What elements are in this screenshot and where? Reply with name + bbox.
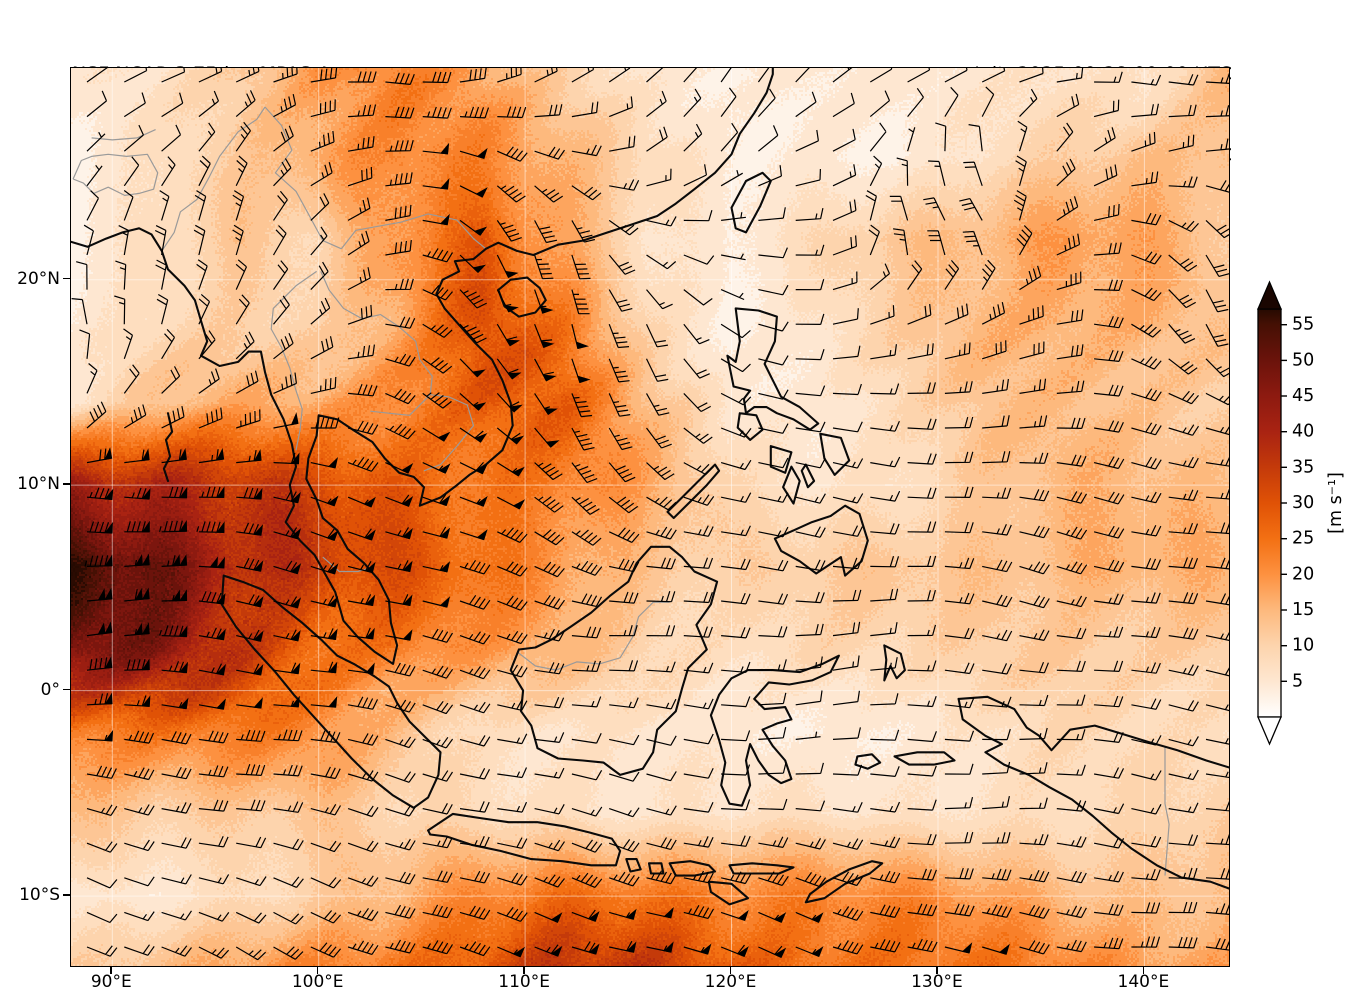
x-tick-mark [110,966,113,974]
border-bhutan-nepal [91,129,156,141]
x-tick-mark [523,966,525,974]
colorbar-tick-label: 40 [1292,422,1314,442]
colorbar-arrow-under [1257,716,1282,746]
colorbar-tick-label: 55 [1292,315,1314,335]
colorbar-tick-label: 20 [1292,564,1314,584]
coastlines [71,68,1229,906]
y-tick-label: 0° [40,679,60,700]
colorbar-tick-label: 10 [1292,636,1314,656]
border-vietnam-cambodia [423,394,475,472]
y-tick-mark [63,688,70,691]
colorbar-tick-label: 15 [1292,600,1314,620]
coastline-sulawesi [709,654,840,807]
x-tick-mark [936,966,938,974]
x-tick-label: 90°E [90,972,132,992]
coastline-andaman-islands [162,412,174,483]
border-png [1164,746,1170,876]
coastline-sumba [707,880,750,906]
coastline-taiwan [730,171,772,234]
coastline-lombok [647,862,665,875]
wind-barbs [71,68,1229,961]
colorbar-label: [m s⁻¹] [1326,472,1346,534]
y-tick-label: 10°S [19,885,60,906]
colorbar-gradient [1257,308,1282,718]
y-tick-label: 10°N [17,474,60,495]
coastline-java [427,812,622,867]
y-tick-mark [63,894,70,896]
barb-staffs [71,68,1229,961]
border-myanmar-china [264,106,342,250]
colorbar-tick-label: 35 [1292,457,1314,477]
colorbar-tick-label: 5 [1292,671,1303,691]
border-india-myanmar [161,106,266,252]
coastline-seram [893,751,956,766]
coastline-flores [728,862,795,875]
border-china-indochina [340,213,487,250]
coastline-halmahera [883,644,906,682]
x-tick-label: 140°E [1117,972,1170,992]
colorbar-tick-label: 50 [1292,350,1314,370]
coastline-mindanao [773,504,869,577]
coastline-new-guinea-south [957,697,1229,890]
x-tick-mark [1142,966,1145,974]
coastline-luzon [726,307,820,431]
graticule [71,68,1229,966]
x-tick-label: 120°E [704,972,757,992]
y-tick-label: 20°N [17,268,60,289]
y-tick-mark [63,483,70,485]
coastline-palawan [666,463,721,520]
coastline-sumatra [220,574,442,809]
colorbar: 5 10 15 20 25 30 35 40 45 50 55 [m s⁻¹] [1257,280,1346,746]
x-tick-label: 110°E [498,972,550,992]
x-tick-mark [316,966,319,974]
coastline-panay [769,445,793,474]
map-overlay [71,68,1229,966]
coastline-bali [625,858,642,873]
x-tick-label: 100°E [291,972,344,992]
border-thailand-cambodia [370,394,431,416]
coastline-mindoro [736,412,764,441]
coastline-new-guinea-north [957,695,1229,769]
coastline-negros [782,465,801,505]
coastline-samar-leyte [819,432,851,476]
x-tick-mark [729,966,732,974]
coastline-cebu [800,463,816,489]
colorbar-tick-label: 25 [1292,529,1314,549]
colorbar-tick-label: 45 [1292,386,1314,406]
coastline-borneo [509,545,719,776]
barb-pennants [97,142,1010,958]
coastline-asia-mainland [71,68,774,665]
colorbar-arrow-over [1257,280,1282,310]
border-kalimantan [516,601,670,671]
border-bangladesh [72,153,159,196]
border-malaysia-thailand [322,556,373,573]
coastline-hainan [497,276,547,318]
coastline-timor [804,860,884,904]
map-area [70,67,1230,967]
coastline-buru [854,753,882,770]
colorbar-tick-label: 30 [1292,493,1314,513]
y-tick-mark [63,277,70,280]
border-thailand-laos [320,271,433,395]
x-tick-label: 130°E [911,972,963,992]
